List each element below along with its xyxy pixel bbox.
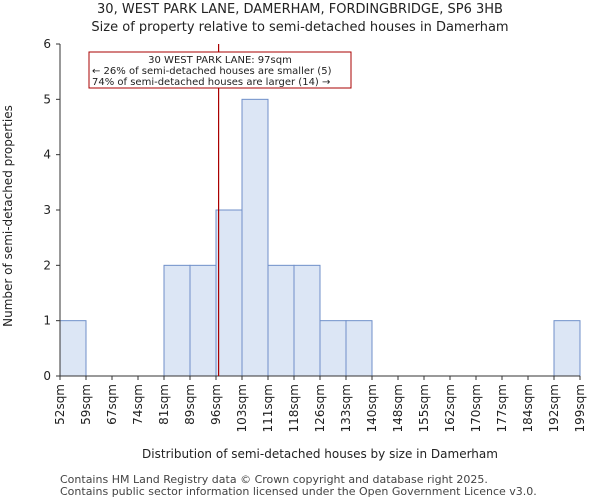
x-tick-label: 103sqm — [235, 384, 249, 432]
histogram-bar-111sqm — [267, 264, 295, 377]
x-tick-label: 199sqm — [573, 384, 587, 432]
x-tick-label: 126sqm — [313, 384, 327, 432]
x-tick-label: 140sqm — [365, 384, 379, 432]
y-tick-label: 4 — [43, 148, 51, 162]
x-tick-label: 148sqm — [391, 384, 405, 432]
x-tick-label: 59sqm — [79, 384, 93, 425]
histogram-bar-96sqm — [215, 209, 243, 377]
histogram-bar-118sqm — [293, 264, 321, 377]
histogram-bar-192sqm — [553, 320, 581, 377]
y-tick-label: 5 — [43, 92, 51, 106]
x-tick-label: 67sqm — [105, 384, 119, 425]
annotation-line-2: ← 26% of semi-detached houses are smalle… — [92, 66, 332, 77]
histogram-bar-126sqm — [319, 320, 347, 377]
y-axis-label: Number of semi-detached properties — [1, 105, 15, 327]
x-tick-label: 133sqm — [339, 384, 353, 432]
y-tick-label: 2 — [43, 258, 51, 272]
annotation-line-3: 74% of semi-detached houses are larger (… — [92, 77, 330, 88]
histogram-bar-133sqm — [345, 320, 373, 377]
y-tick-label: 3 — [43, 203, 51, 217]
x-tick-label: 118sqm — [287, 384, 301, 432]
x-tick-label: 96sqm — [209, 384, 223, 425]
annotation-box — [88, 51, 352, 89]
x-tick-label: 52sqm — [53, 384, 67, 425]
chart-title: 30, WEST PARK LANE, DAMERHAM, FORDINGBRI… — [97, 2, 503, 17]
footer-copyright: Contains HM Land Registry data © Crown c… — [60, 473, 488, 486]
x-tick-label: 74sqm — [131, 384, 145, 425]
histogram-bar-52sqm — [59, 320, 87, 377]
footer-licence: Contains public sector information licen… — [60, 485, 537, 498]
histogram-bar-81sqm — [163, 264, 191, 377]
x-tick-label: 81sqm — [157, 384, 171, 425]
x-tick-label: 162sqm — [443, 384, 457, 432]
x-tick-label: 155sqm — [417, 384, 431, 432]
x-tick-label: 170sqm — [469, 384, 483, 432]
annotation-line-1: 30 WEST PARK LANE: 97sqm — [148, 55, 292, 66]
histogram-chart: 0 1 2 3 4 5 6 52sqm 59sqm 67sqm 74sqm 81sqm 89sqm 96s… — [1, 37, 587, 461]
x-axis-label: Distribution of semi-detached houses by … — [142, 447, 498, 461]
histogram-bar-89sqm — [189, 264, 217, 377]
x-tick-label: 89sqm — [183, 384, 197, 425]
y-tick-label: 6 — [43, 37, 51, 51]
y-tick-label: 0 — [43, 369, 51, 383]
x-tick-label: 192sqm — [547, 384, 561, 432]
x-tick-label: 111sqm — [261, 384, 275, 432]
chart-subtitle: Size of property relative to semi-detach… — [91, 20, 509, 35]
x-tick-label: 184sqm — [521, 384, 535, 432]
y-tick-label: 1 — [43, 314, 51, 328]
histogram-bar-103sqm — [241, 98, 269, 377]
x-tick-label: 177sqm — [495, 384, 509, 432]
